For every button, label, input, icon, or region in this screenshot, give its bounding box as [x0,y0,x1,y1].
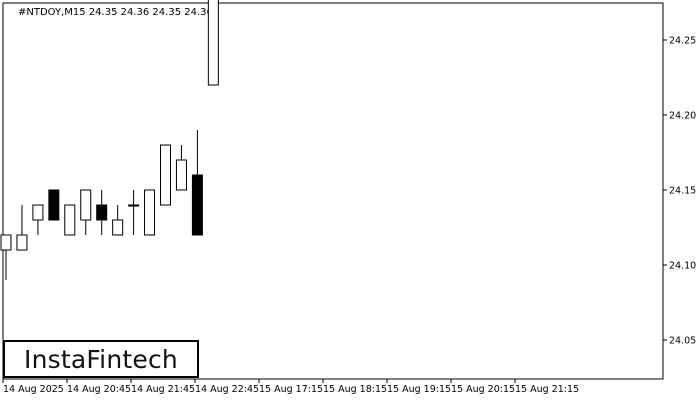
candle-body [207,0,219,86]
chart-header: #NTDOY,M15 24.35 24.36 24.35 24.36 [18,7,213,18]
x-tick-label: 14 Aug 20:45 [67,384,131,395]
candle [80,189,92,235]
candle-body [80,189,92,221]
instafintech-logo: InstaFintech [3,340,199,378]
candle-body [0,234,12,251]
x-tick-label: 15 Aug 19:15 [387,384,451,395]
candle [191,130,203,236]
candle-body [64,204,76,236]
y-tick-label: 24.10 [669,261,696,272]
candle [160,144,171,206]
x-tick-label: 14 Aug 21:45 [131,384,195,395]
candle-body [112,219,124,236]
candles-group [0,0,219,280]
candle [32,204,44,235]
y-tick-label: 24.15 [669,186,696,197]
candle-body [175,159,187,191]
candle [0,234,12,280]
candle-body [96,204,108,221]
x-tick-label: 15 Aug 21:15 [515,384,579,395]
candle [144,189,156,236]
x-tick-label: 15 Aug 17:15 [259,384,323,395]
candle-body [160,144,171,206]
candle [48,189,60,221]
x-tick-label: 15 Aug 20:15 [451,384,515,395]
plot-frame [2,2,664,380]
x-tick-label: 14 Aug 2025 [3,384,64,395]
candle [64,204,76,236]
x-tick-label: 15 Aug 18:15 [323,384,387,395]
candle [128,190,140,235]
x-tick-label: 14 Aug 22:45 [195,384,259,395]
candle-body [144,189,156,236]
candle [207,0,219,86]
y-tick-label: 24.05 [669,336,696,347]
candle [112,205,124,236]
candle-body [191,174,203,236]
y-tick-label: 24.25 [669,36,696,47]
logo-text: InstaFintech [24,344,178,374]
candle-body [48,189,60,221]
candle-body [32,204,44,221]
y-tick-label: 24.20 [669,111,696,122]
candle [96,190,108,235]
candle-body [16,234,28,251]
candle [16,205,28,251]
candle-body [128,204,140,207]
candle [175,145,187,191]
